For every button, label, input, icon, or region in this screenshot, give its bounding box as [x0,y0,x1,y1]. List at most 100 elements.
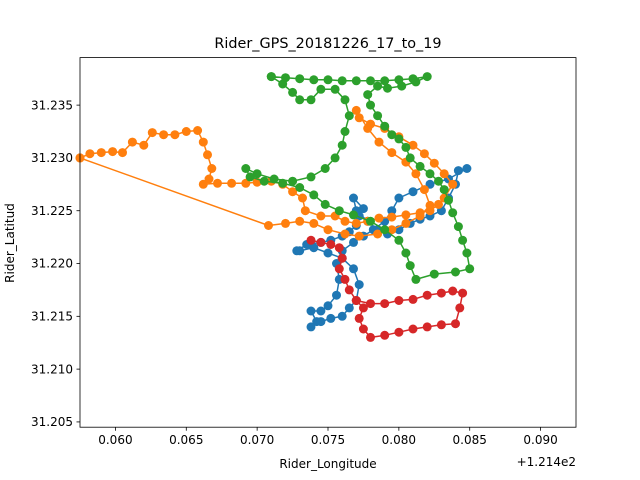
x-tick-label: 0.080 [382,433,416,447]
y-tick-label: 31.235 [31,98,73,112]
data-point [448,286,458,296]
y-tick-label: 31.225 [31,204,73,218]
data-point [380,76,390,86]
data-point [332,290,341,300]
data-point [295,95,305,105]
data-point [288,176,298,186]
data-point [354,113,364,123]
data-point [204,174,214,184]
data-point [288,187,298,197]
data-point [451,267,460,277]
data-point [334,264,344,274]
data-point [394,235,404,245]
data-point [354,280,364,290]
data-point [415,161,425,171]
data-point [354,231,364,241]
plot-area [75,72,475,342]
data-point [465,264,475,274]
data-point [278,178,288,188]
data-point [340,229,350,239]
data-point [306,95,316,105]
data-point [269,174,279,184]
x-tick-label: 0.065 [169,433,203,447]
data-point [337,140,347,150]
x-tick-label: 0.075 [311,433,345,447]
data-point [434,199,443,209]
data-point [337,76,347,86]
data-point [309,190,319,200]
data-point [344,111,354,121]
data-point [323,301,333,311]
data-point [387,130,397,140]
data-point [316,237,326,247]
data-point [358,324,368,334]
data-point [394,296,404,305]
data-point [366,100,375,110]
data-point [439,169,449,179]
data-point [436,288,446,298]
data-point [340,216,350,226]
data-point [408,324,418,334]
x-axis-label: Rider_Longitude [279,457,376,471]
data-point [241,164,251,173]
data-point [439,185,449,195]
axes-frame [79,57,577,428]
data-point [127,137,137,147]
data-point [383,83,392,93]
data-point [118,148,127,158]
data-point [344,303,354,313]
data-point [448,179,458,189]
data-point [323,248,333,258]
data-point [306,235,316,245]
data-point [358,303,368,313]
data-point [411,274,421,284]
data-point [295,74,305,84]
data-point [351,105,361,115]
data-point [444,195,453,205]
data-point [462,164,472,173]
x-axis-ticks: 0.060 0.065 0.070 0.075 0.080 0.085 0.090 [98,427,558,447]
data-point [139,140,149,150]
series-2 [75,105,458,241]
y-axis-ticks: 31.205 31.210 31.215 31.220 31.225 31.230 31.2… [31,98,80,429]
data-point [422,72,432,82]
data-point [366,216,375,226]
data-point [309,243,319,253]
data-point [340,274,350,284]
data-point [422,290,432,300]
data-point [425,200,435,210]
data-point [455,303,465,313]
data-point [85,149,95,159]
data-point [320,164,330,173]
data-point [340,95,350,105]
data-point [436,320,446,330]
data-point [340,127,350,136]
data-point [366,299,375,309]
data-point [252,169,262,179]
data-point [295,246,305,256]
data-point [366,76,375,86]
data-point [419,185,429,195]
y-tick-label: 31.215 [31,310,73,324]
data-point [300,206,310,216]
x-tick-label: 0.090 [523,433,557,447]
data-point [425,179,435,189]
data-point [181,127,191,136]
data-point [349,264,358,274]
data-point [316,211,326,221]
y-tick-label: 31.220 [31,257,73,271]
data-point [425,169,435,179]
data-point [397,81,407,91]
data-point [306,172,316,182]
data-point [434,176,443,186]
data-point [453,166,463,176]
data-point [448,208,458,218]
data-point [245,172,255,182]
data-point [358,204,368,214]
data-point [462,248,472,258]
data-point [264,221,273,230]
data-point [405,261,415,271]
data-point [363,90,373,100]
data-point [203,150,212,160]
data-point [458,288,468,298]
